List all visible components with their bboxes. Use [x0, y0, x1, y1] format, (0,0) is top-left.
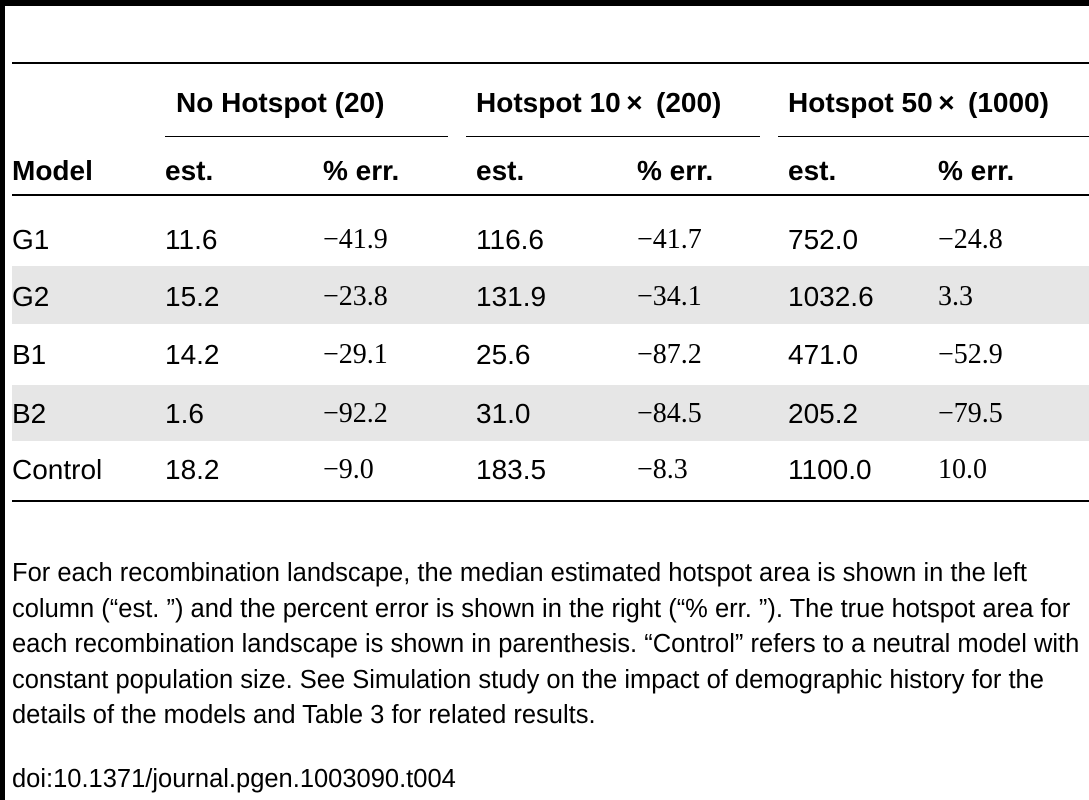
cell-err: −29.1 — [323, 339, 388, 370]
cell-err: −41.9 — [323, 224, 388, 255]
cell-model: G2 — [12, 281, 50, 312]
cell-err: 10.0 — [938, 454, 987, 485]
top-border — [0, 0, 1089, 6]
cell-err: −41.7 — [637, 224, 702, 255]
cell-est: 183.5 — [476, 454, 547, 485]
cell-err: −24.8 — [938, 224, 1003, 255]
cell-est: 18.2 — [165, 454, 220, 485]
row-shade-g2 — [12, 266, 1089, 324]
cell-err: −9.0 — [323, 454, 374, 485]
cell-est: 205.2 — [788, 398, 859, 429]
row-shade-b2 — [12, 385, 1089, 441]
cell-est: 116.6 — [476, 224, 544, 255]
left-border — [0, 0, 5, 800]
group-underline-3 — [778, 136, 1089, 137]
cell-model: G1 — [12, 224, 50, 255]
group-underline-1 — [165, 136, 448, 137]
cell-err: −79.5 — [938, 398, 1003, 429]
cell-est: 15.2 — [165, 281, 220, 312]
cell-est: 1.6 — [165, 398, 204, 429]
cell-est: 11.6 — [165, 224, 218, 255]
cell-est: 131.9 — [476, 281, 547, 312]
group-underline-2 — [466, 136, 760, 137]
cell-model: B1 — [12, 339, 47, 370]
group-header-hotspot-10x: Hotspot 10 × (200) — [476, 87, 722, 118]
cell-model: Control — [12, 454, 103, 485]
column-header-est: est. — [788, 155, 837, 186]
column-header-est: est. — [165, 155, 214, 186]
column-header-est: est. — [476, 155, 525, 186]
group-header-no-hotspot: No Hotspot (20) — [176, 87, 385, 118]
table-caption: For each recombination landscape, the me… — [12, 559, 1080, 729]
cell-model: B2 — [12, 398, 47, 429]
cell-err: −87.2 — [637, 339, 702, 370]
cell-err: −23.8 — [323, 281, 388, 312]
column-header-err: % err. — [323, 155, 400, 186]
table-bottom-rule — [12, 500, 1089, 502]
cell-err: −84.5 — [637, 398, 702, 429]
cell-est: 14.2 — [165, 339, 220, 370]
column-header-err: % err. — [637, 155, 714, 186]
cell-err: −52.9 — [938, 339, 1003, 370]
cell-est: 1032.6 — [788, 281, 874, 312]
header-bottom-rule — [12, 194, 1089, 196]
column-header-err: % err. — [938, 155, 1015, 186]
cell-est: 471.0 — [788, 339, 859, 370]
cell-err: −8.3 — [637, 454, 688, 485]
cell-est: 25.6 — [476, 339, 531, 370]
cell-est: 1100.0 — [788, 454, 872, 485]
cell-est: 752.0 — [788, 224, 859, 255]
doi-link[interactable]: doi:10.1371/journal.pgen.1003090.t004 — [12, 765, 456, 793]
cell-err: −92.2 — [323, 398, 388, 429]
table-top-rule — [12, 62, 1089, 64]
cell-est: 31.0 — [476, 398, 531, 429]
cell-err: −34.1 — [637, 281, 702, 312]
cell-err: 3.3 — [938, 281, 973, 312]
column-header-model: Model — [12, 155, 93, 186]
group-header-hotspot-50x: Hotspot 50 × (1000) — [788, 87, 1049, 118]
